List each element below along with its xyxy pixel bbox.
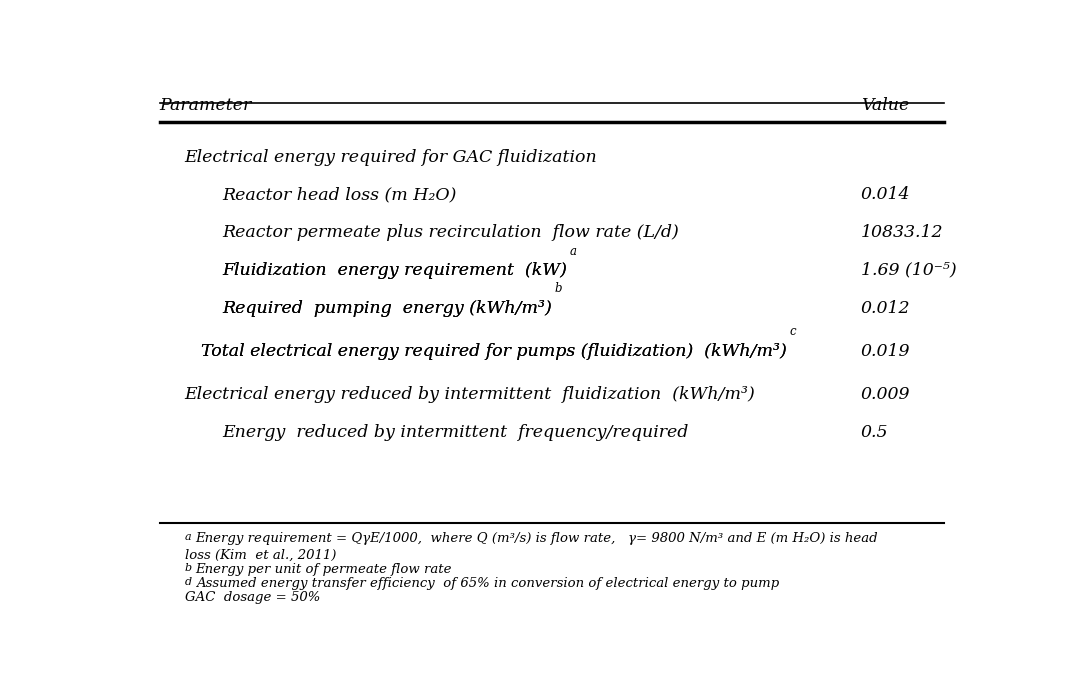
Text: a: a <box>185 533 192 542</box>
Text: Reactor permeate plus recirculation  flow rate (L/d): Reactor permeate plus recirculation flow… <box>222 224 679 241</box>
Text: GAC  dosage = 50%: GAC dosage = 50% <box>185 591 320 603</box>
Text: b: b <box>185 563 192 573</box>
Text: Electrical energy reduced by intermittent  fluidization  (kWh/m³): Electrical energy reduced by intermitten… <box>185 386 755 402</box>
Text: Energy  reduced by intermittent  frequency/required: Energy reduced by intermittent frequency… <box>222 424 688 440</box>
Text: loss (Kim  et al., 2011): loss (Kim et al., 2011) <box>185 549 336 561</box>
Text: Parameter: Parameter <box>159 97 252 115</box>
Text: Fluidization  energy requirement  (kW): Fluidization energy requirement (kW) <box>222 262 568 279</box>
Text: Energy requirement = QγE/1000,  where Q (m³/s) is flow rate,   γ= 9800 N/m³ and : Energy requirement = QγE/1000, where Q (… <box>196 533 878 545</box>
Text: 0.009: 0.009 <box>861 386 910 402</box>
Text: Required  pumping  energy (kWh/m³): Required pumping energy (kWh/m³) <box>222 300 553 316</box>
Text: d: d <box>185 577 192 587</box>
Text: Fluidization  energy requirement  (kW): Fluidization energy requirement (kW) <box>222 262 568 279</box>
Text: 0.012: 0.012 <box>861 300 910 316</box>
Text: Assumed energy transfer efficiency  of 65% in conversion of electrical energy to: Assumed energy transfer efficiency of 65… <box>196 577 779 589</box>
Text: c: c <box>789 326 796 338</box>
Text: Total electrical energy required for pumps (fluidization)  (kWh/m³): Total electrical energy required for pum… <box>201 343 787 360</box>
Text: Energy per unit of permeate flow rate: Energy per unit of permeate flow rate <box>196 563 452 575</box>
Text: Reactor head loss (m H₂O): Reactor head loss (m H₂O) <box>222 186 457 204</box>
Text: 0.019: 0.019 <box>861 343 910 360</box>
Text: 0.5: 0.5 <box>861 424 889 440</box>
Text: 0.014: 0.014 <box>861 186 910 204</box>
Text: 1.69 (10⁻⁵): 1.69 (10⁻⁵) <box>861 262 956 279</box>
Text: Value: Value <box>861 97 909 115</box>
Text: Total electrical energy required for pumps (fluidization)  (kWh/m³): Total electrical energy required for pum… <box>201 343 787 360</box>
Text: a: a <box>570 244 576 258</box>
Text: Required  pumping  energy (kWh/m³): Required pumping energy (kWh/m³) <box>222 300 553 316</box>
Text: Electrical energy required for GAC fluidization: Electrical energy required for GAC fluid… <box>185 148 598 166</box>
Text: b: b <box>555 282 562 295</box>
Text: 10833.12: 10833.12 <box>861 224 943 241</box>
